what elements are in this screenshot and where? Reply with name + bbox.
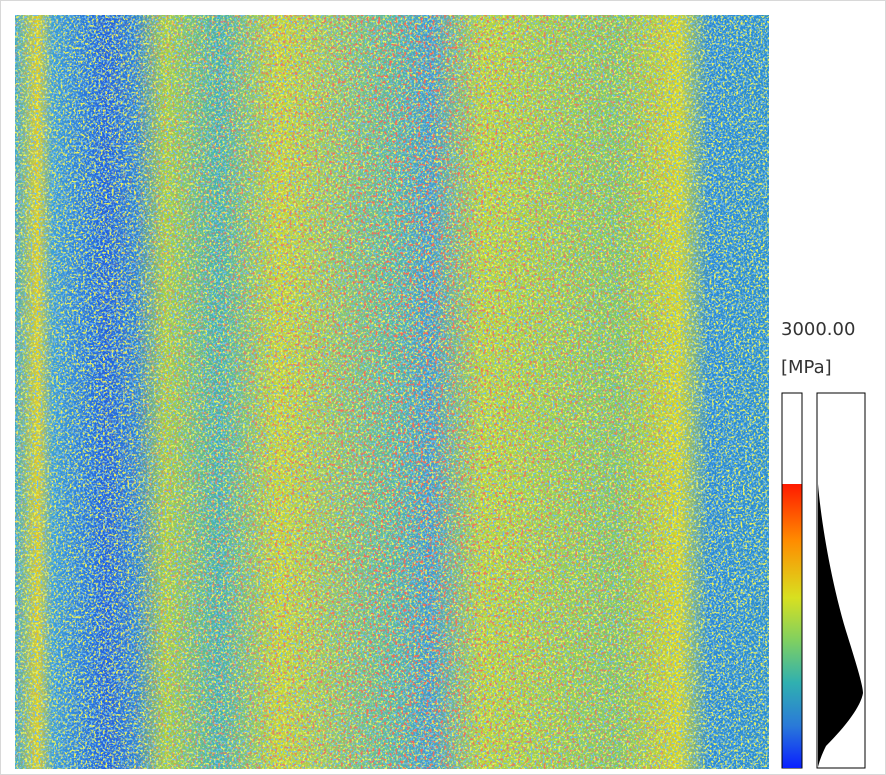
stress-map	[15, 15, 769, 769]
legend-unit: [MPa]	[781, 357, 832, 378]
histogram	[816, 392, 866, 769]
color-bar	[781, 392, 803, 769]
legend-max: 3000.00	[781, 319, 855, 340]
